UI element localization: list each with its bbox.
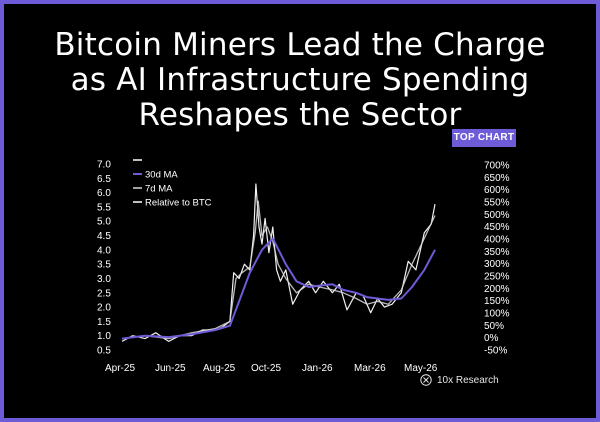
tick-layer: 7.0 6.5 6.0 5.5 5.0 4.5 4.0 3.5 3.0 2.5 2.0 1.5 1.0 0… <box>97 160 510 375</box>
legend-label: 30d MA <box>145 170 178 181</box>
legend: 30d MA 7d MA Relative to BTC <box>133 159 212 209</box>
series-layer <box>121 183 436 342</box>
x-tick-label: Apr-25 <box>105 363 135 374</box>
y-left-tick-label: 3.5 <box>97 260 111 271</box>
y-left-tick-label: 6.0 <box>97 188 111 199</box>
x-tick-label: Mar-26 <box>354 363 386 374</box>
y-right-tick-label: 350% <box>484 247 510 258</box>
y-left-tick-label: 2.5 <box>97 288 111 299</box>
top-chart-badge: TOP CHART <box>452 129 516 147</box>
y-right-tick-label: 250% <box>484 272 510 283</box>
legend-label: Relative to BTC <box>145 198 212 209</box>
y-right-tick-label: 600% <box>484 185 510 196</box>
y-right-tick-label: -50% <box>484 346 507 357</box>
y-left-tick-label: 1.5 <box>97 317 111 328</box>
y-right-tick-label: 200% <box>484 284 510 295</box>
brand: 10x Research <box>420 374 499 386</box>
y-right-tick-label: 300% <box>484 259 510 270</box>
y-right-tick-label: 100% <box>484 309 510 320</box>
title-line-2: as AI Infrastructure Spending <box>70 62 530 98</box>
brand-name: 10x Research <box>437 374 499 386</box>
y-right-tick-label: 650% <box>484 173 510 184</box>
y-left-tick-label: 0.5 <box>97 346 111 357</box>
y-right-tick-label: 400% <box>484 235 510 246</box>
x-tick-label: Jan-26 <box>302 363 333 374</box>
x-tick-label: May-26 <box>404 363 438 374</box>
x-tick-label: Oct-25 <box>251 363 281 374</box>
chart-title: Bitcoin Miners Lead the Charge as AI Inf… <box>20 28 580 133</box>
y-left-tick-label: 4.0 <box>97 245 111 256</box>
y-right-tick-label: 550% <box>484 198 510 209</box>
x-tick-label: Jun-25 <box>155 363 186 374</box>
title-line-3: Reshapes the Sector <box>138 97 462 133</box>
y-left-tick-label: 5.5 <box>97 202 111 213</box>
legend-label: 7d MA <box>145 184 173 195</box>
y-right-tick-label: 700% <box>484 161 510 172</box>
y-left-tick-label: 2.0 <box>97 303 111 314</box>
y-left-tick-label: 4.5 <box>97 231 111 242</box>
y-right-tick-label: 50% <box>484 321 504 332</box>
y-right-tick-label: 500% <box>484 210 510 221</box>
y-left-tick-label: 1.0 <box>97 331 111 342</box>
y-left-tick-label: 6.5 <box>97 174 111 185</box>
brand-logo-icon <box>420 374 432 386</box>
y-left-tick-label: 3.0 <box>97 274 111 285</box>
x-tick-label: Aug-25 <box>203 363 236 374</box>
y-right-tick-label: 150% <box>484 296 510 307</box>
y-right-tick-label: 450% <box>484 222 510 233</box>
y-right-tick-label: 0% <box>484 333 499 344</box>
series-30d-ma <box>121 237 436 340</box>
series-7d-ma <box>121 200 436 340</box>
y-left-tick-label: 7.0 <box>97 160 111 171</box>
y-left-tick-label: 5.0 <box>97 217 111 228</box>
title-line-1: Bitcoin Miners Lead the Charge <box>54 27 546 63</box>
